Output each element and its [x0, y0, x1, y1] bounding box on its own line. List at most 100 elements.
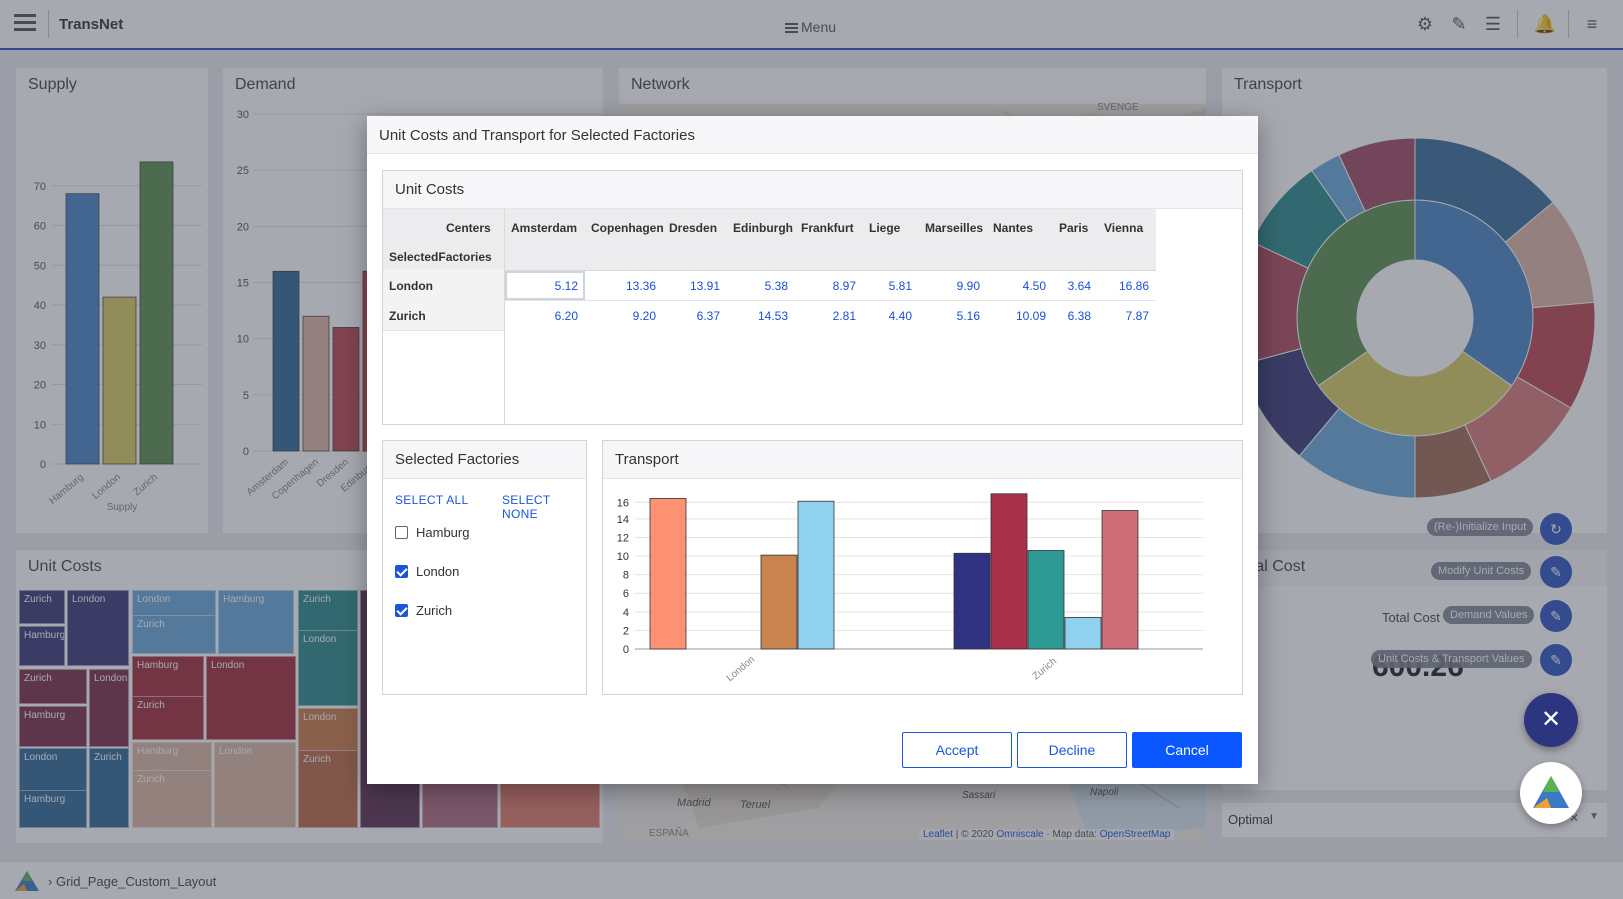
map-label-madrid: Madrid — [677, 797, 712, 809]
factory-checkbox-row[interactable]: Hamburg — [395, 525, 469, 543]
edit-icon[interactable]: ✎ — [1540, 600, 1572, 632]
cost-cell[interactable]: 3.64 — [1067, 279, 1091, 293]
treemap-cell[interactable]: Hamburg — [19, 790, 87, 828]
select-none-button[interactable]: SELECT NONE — [502, 493, 551, 521]
column-header[interactable]: Paris — [1059, 221, 1089, 235]
demand-values-chip[interactable]: Demand Values — [1443, 606, 1535, 624]
transport-bar[interactable] — [1027, 550, 1065, 650]
column-header[interactable]: Marseilles — [925, 221, 984, 235]
treemap-cell[interactable]: London — [206, 656, 296, 740]
edit-icon[interactable]: ✎ — [1540, 556, 1572, 588]
column-header[interactable]: Dresden — [669, 221, 718, 235]
treemap-cell[interactable]: Hamburg — [218, 590, 294, 654]
cost-cell[interactable]: 7.87 — [1125, 309, 1149, 323]
edit-icon[interactable]: ✎ — [1540, 644, 1572, 676]
cost-cell[interactable]: 6.20 — [554, 309, 578, 323]
cancel-button[interactable]: Cancel — [1132, 732, 1242, 768]
checkbox-unchecked-icon[interactable] — [395, 526, 408, 539]
select-all-button[interactable]: SELECT ALL — [395, 493, 469, 507]
logo-fab[interactable] — [1520, 762, 1582, 824]
cost-cell[interactable]: 13.36 — [625, 279, 656, 293]
treemap-cell[interactable]: London — [214, 742, 296, 828]
omniscale-link[interactable]: Omniscale — [996, 829, 1044, 840]
decline-button[interactable]: Decline — [1017, 732, 1127, 768]
cost-cell[interactable]: 9.20 — [632, 309, 656, 323]
menu-button[interactable]: Menu — [785, 19, 836, 35]
transport-bar[interactable] — [990, 493, 1028, 650]
cost-cell[interactable]: 5.16 — [956, 309, 980, 323]
transport-bar[interactable] — [760, 554, 798, 650]
demand-bar[interactable] — [332, 327, 360, 452]
leaflet-link[interactable]: Leaflet — [923, 829, 954, 840]
cost-cell[interactable]: 14.53 — [757, 309, 788, 323]
transport-bar[interactable] — [1064, 616, 1102, 650]
osm-link[interactable]: OpenStreetMap — [1099, 829, 1171, 840]
hamburger-menu-icon[interactable] — [14, 14, 36, 34]
treemap-label: Zurich — [137, 700, 165, 711]
bell-icon[interactable]: 🔔 — [1533, 14, 1557, 34]
column-header[interactable]: Edinburgh — [733, 221, 793, 235]
column-header[interactable]: Nantes — [993, 221, 1034, 235]
transport-bar[interactable] — [953, 552, 991, 650]
column-header[interactable]: Liege — [869, 221, 901, 235]
sunburst-segment[interactable] — [1338, 137, 1416, 212]
breadcrumb[interactable]: › Grid_Page_Custom_Layout — [48, 874, 217, 889]
factory-checkbox-row[interactable]: Zurich — [395, 603, 452, 621]
supply-bar[interactable] — [65, 193, 100, 465]
treemap-cell[interactable]: Zurich — [298, 750, 358, 828]
gear-icon[interactable]: ⚙ — [1416, 14, 1434, 34]
clear-icon[interactable]: ✕ — [1568, 811, 1579, 825]
cost-cell[interactable]: 5.38 — [764, 279, 788, 293]
demand-bar[interactable] — [302, 315, 330, 452]
cost-cell[interactable]: 8.97 — [832, 279, 856, 293]
column-header[interactable]: Frankfurt — [801, 221, 854, 235]
transport-bar[interactable] — [649, 498, 687, 650]
checkbox-checked-icon[interactable] — [395, 565, 408, 578]
chevron-down-icon[interactable]: ▼ — [1589, 811, 1599, 822]
cost-cell[interactable]: 9.90 — [956, 279, 980, 293]
cost-cell[interactable]: 2.81 — [832, 309, 856, 323]
transport-bar[interactable] — [797, 500, 835, 650]
treemap-cell[interactable]: Zurich — [132, 770, 212, 828]
cost-cell[interactable]: 6.37 — [696, 309, 720, 323]
cost-cell[interactable]: 13.91 — [689, 279, 720, 293]
reinitialize-chip[interactable]: (Re-)Initialize Input — [1427, 518, 1534, 536]
factory-checkbox-row[interactable]: London — [395, 564, 459, 582]
accept-button[interactable]: Accept — [902, 732, 1012, 768]
close-fab[interactable]: ✕ — [1524, 693, 1578, 747]
treemap-cell[interactable]: Zurich — [132, 696, 204, 740]
demand-bar[interactable] — [272, 270, 300, 452]
unit-costs-grid[interactable]: Centers SelectedFactories Amsterdam Copen… — [383, 209, 1242, 424]
treemap-cell[interactable]: Zurich — [89, 748, 129, 828]
cost-cell[interactable]: 6.38 — [1067, 309, 1091, 323]
unit-costs-transport-chip[interactable]: Unit Costs & Transport Values — [1371, 650, 1532, 668]
treemap-cell[interactable]: London — [67, 590, 129, 666]
modify-unit-costs-chip[interactable]: Modify Unit Costs — [1431, 562, 1532, 580]
treemap-cell[interactable]: Zurich — [19, 669, 87, 704]
checkbox-checked-icon[interactable] — [395, 604, 408, 617]
y-tick-label: 16 — [617, 497, 629, 509]
cost-cell[interactable]: 10.09 — [1015, 309, 1046, 323]
treemap-cell[interactable]: London — [89, 669, 129, 747]
refresh-icon[interactable]: ↻ — [1540, 513, 1572, 545]
list-icon[interactable]: ☰ — [1484, 14, 1502, 34]
treemap-label: London — [72, 594, 106, 605]
cost-cell[interactable]: 4.50 — [1022, 279, 1046, 293]
pencil-icon[interactable]: ✎ — [1451, 14, 1467, 34]
treemap-cell[interactable]: Zurich — [19, 590, 65, 624]
treemap-cell[interactable]: Zurich — [132, 615, 216, 654]
column-header[interactable]: Copenhagen — [591, 221, 664, 235]
treemap-cell[interactable]: Hamburg — [19, 626, 65, 666]
column-header[interactable]: Vienna — [1104, 221, 1144, 235]
sliders-icon[interactable]: ≡ — [1586, 14, 1598, 34]
cost-cell[interactable]: 5.81 — [888, 279, 912, 293]
cost-cell[interactable]: 5.12 — [554, 279, 578, 293]
supply-bar[interactable] — [139, 161, 174, 465]
treemap-cell[interactable]: London — [298, 630, 358, 706]
column-header[interactable]: Amsterdam — [511, 221, 578, 235]
treemap-cell[interactable]: Hamburg — [19, 706, 87, 747]
transport-bar[interactable] — [1101, 510, 1139, 650]
cost-cell[interactable]: 16.86 — [1118, 279, 1149, 293]
cost-cell[interactable]: 4.40 — [888, 309, 912, 323]
supply-bar[interactable] — [102, 296, 137, 465]
